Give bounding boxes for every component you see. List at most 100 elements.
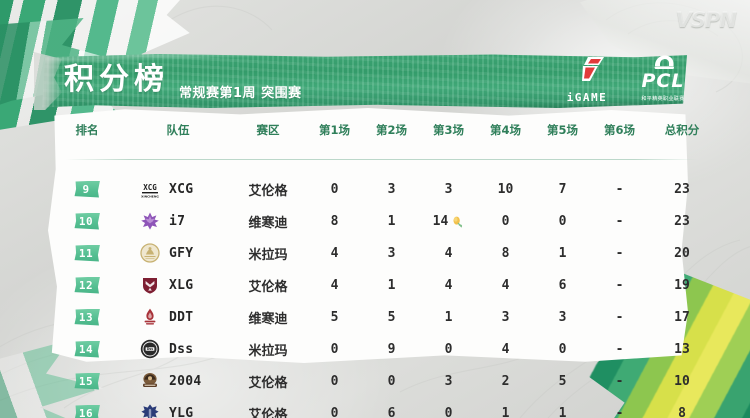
- rank-cell: 10: [48, 205, 126, 237]
- match6-cell: -: [615, 213, 624, 229]
- table-row[interactable]: 15 2004 艾伦格 0 0 3 2 5 - 10: [48, 365, 716, 397]
- zone-cell: 艾伦格: [248, 375, 288, 391]
- match6-cell: -: [615, 405, 624, 418]
- team-name: Dss: [169, 341, 194, 357]
- team-logo-icon: [140, 307, 160, 327]
- igame-logo: iGAME: [556, 56, 618, 104]
- team-cell[interactable]: 2004: [126, 365, 230, 397]
- column-header-team: 队伍: [166, 123, 190, 137]
- match3-value: 3: [444, 181, 453, 197]
- match3-cell: 4: [420, 237, 477, 269]
- column-header-total: 总积分: [664, 123, 700, 137]
- zone-cell: 维寒迪: [248, 215, 288, 231]
- match3-value: 3: [444, 373, 453, 389]
- match1-cell: 0: [330, 341, 339, 357]
- table-header: 排名 队伍 赛区 第1场 第2场 第3场 第4场 第5场 第6场 总积分: [48, 108, 716, 173]
- rank-badge: 14: [74, 340, 100, 358]
- match2-cell: 9: [387, 341, 396, 357]
- team-cell[interactable]: i7: [126, 205, 230, 237]
- rank-badge: 10: [74, 212, 100, 230]
- match3-value: 0: [444, 341, 453, 357]
- team-cell[interactable]: YLG: [126, 397, 230, 418]
- title-band: [42, 54, 687, 108]
- svg-text:XINCHENG: XINCHENG: [141, 195, 159, 199]
- team-name: i7: [169, 213, 186, 229]
- rank-badge: 9: [74, 180, 100, 198]
- match3-cell: 1: [420, 301, 477, 333]
- team-cell[interactable]: XLG: [126, 269, 230, 301]
- rank-badge: 15: [74, 372, 100, 390]
- match5-cell: 3: [558, 309, 567, 325]
- table-row[interactable]: 11 GFY 米拉玛 4 3 4 8 1 - 20: [48, 237, 716, 269]
- column-header-rank: 排名: [75, 123, 99, 137]
- standings-table-wrapper: 排名 队伍 赛区 第1场 第2场 第3场 第4场 第5场 第6场 总积分 9: [48, 108, 699, 418]
- team-cell[interactable]: DDT: [126, 301, 230, 333]
- total-points-cell: 10: [674, 373, 690, 389]
- match6-cell: -: [615, 373, 624, 389]
- team-cell[interactable]: GFY: [126, 237, 230, 269]
- match6-cell: -: [615, 341, 624, 357]
- team-logo-icon: [140, 243, 160, 263]
- match2-cell: 3: [387, 181, 396, 197]
- match3-value: 4: [444, 277, 453, 293]
- team-logo-icon: [140, 275, 160, 295]
- match2-cell: 1: [387, 213, 396, 229]
- team-name: 2004: [169, 373, 202, 389]
- rank-cell: 9: [48, 173, 126, 205]
- match6-cell: -: [615, 277, 624, 293]
- rank-cell: 14: [48, 333, 126, 365]
- pcl-helmet-icon: [654, 55, 674, 69]
- match1-cell: 4: [330, 277, 339, 293]
- team-name: GFY: [169, 245, 194, 261]
- total-points-cell: 23: [674, 181, 690, 197]
- column-header-match2: 第2场: [375, 123, 407, 137]
- zone-cell: 艾伦格: [248, 183, 288, 199]
- column-header-zone: 赛区: [256, 123, 280, 137]
- pcl-logo-text: PCL: [641, 70, 685, 92]
- rank-cell: 13: [48, 301, 126, 333]
- standings-table: 排名 队伍 赛区 第1场 第2场 第3场 第4场 第5场 第6场 总积分 9: [48, 108, 716, 418]
- match5-cell: 0: [558, 341, 567, 357]
- table-row[interactable]: 13 DDT 维寒迪 5 5 1 3 3 - 17: [48, 301, 716, 333]
- team-name: XLG: [169, 277, 194, 293]
- match6-cell: -: [615, 181, 624, 197]
- igame-logo-icon: [582, 57, 604, 81]
- total-points-cell: 17: [674, 309, 690, 325]
- rank-cell: 15: [48, 365, 126, 397]
- match4-cell: 4: [501, 277, 510, 293]
- total-points-cell: 19: [674, 277, 690, 293]
- page-title: 积分榜: [64, 62, 169, 97]
- rank-cell: 12: [48, 269, 126, 301]
- match4-cell: 4: [501, 341, 510, 357]
- table-row[interactable]: 10 i7 维寒迪 8 1 14 0 0 - 23: [48, 205, 716, 237]
- rank-cell: 16: [48, 397, 126, 418]
- match2-cell: 1: [387, 277, 396, 293]
- match4-cell: 3: [501, 309, 510, 325]
- table-body: 9 XCG XINCHENG XCG 艾伦格 0 3 3 10 7 - 23 10…: [48, 173, 716, 418]
- vspn-watermark: VSPN: [675, 8, 737, 32]
- match4-cell: 2: [501, 373, 510, 389]
- rank-cell: 11: [48, 237, 126, 269]
- table-row[interactable]: 9 XCG XINCHENG XCG 艾伦格 0 3 3 10 7 - 23: [48, 173, 716, 205]
- team-cell[interactable]: Dss Dss: [126, 333, 230, 365]
- match3-cell: 0: [420, 333, 477, 365]
- match2-cell: 0: [387, 373, 396, 389]
- team-cell[interactable]: XCG XINCHENG XCG: [126, 173, 230, 205]
- match3-value: 1: [444, 309, 453, 325]
- column-header-match3: 第3场: [432, 123, 464, 137]
- match4-cell: 1: [501, 405, 510, 418]
- table-row[interactable]: 12 XLG 艾伦格 4 1 4 4 6 - 19: [48, 269, 716, 301]
- team-name: YLG: [169, 405, 194, 418]
- match1-cell: 8: [330, 213, 339, 229]
- zone-cell: 米拉玛: [248, 343, 288, 359]
- rank-badge: 11: [74, 244, 100, 262]
- zone-cell: 艾伦格: [248, 407, 288, 418]
- table-row[interactable]: 16 YLG 艾伦格 0 6 0 1 1 - 8: [48, 397, 716, 418]
- match5-cell: 1: [558, 405, 567, 418]
- match2-cell: 3: [387, 245, 396, 261]
- team-name: DDT: [169, 309, 194, 325]
- table-row[interactable]: 14 Dss Dss 米拉玛 0 9 0 4 0 - 13: [48, 333, 716, 365]
- zone-cell: 维寒迪: [248, 311, 288, 327]
- team-logo-icon: Dss: [140, 339, 160, 359]
